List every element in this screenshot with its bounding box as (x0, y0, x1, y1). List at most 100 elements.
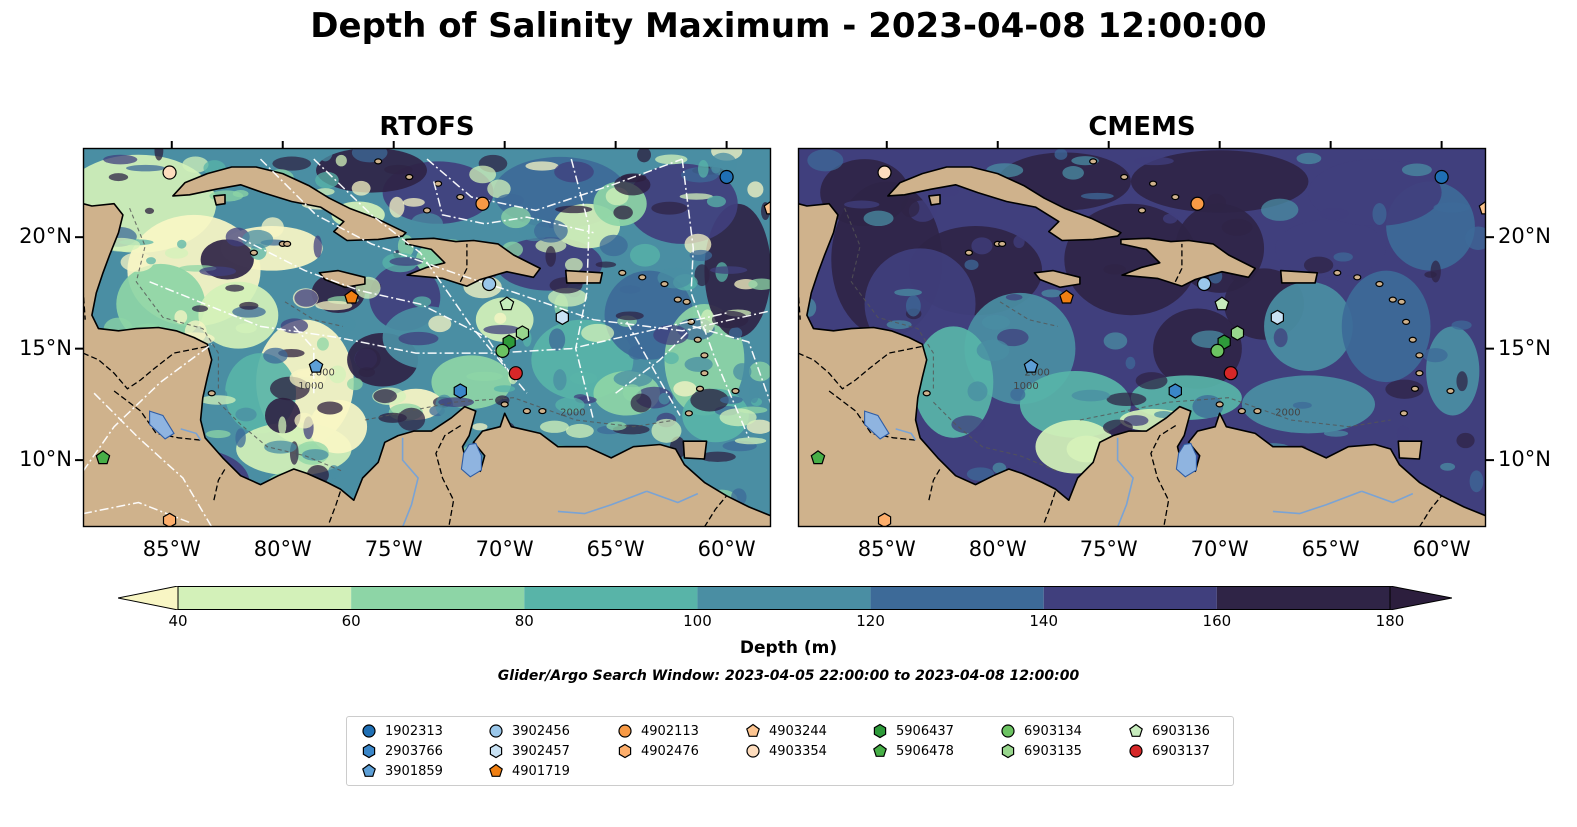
float-marker-6903137[interactable] (1223, 366, 1238, 381)
legend-label: 6903137 (1152, 743, 1210, 759)
legend-label: 6903136 (1152, 723, 1210, 739)
map-panel-rtofs[interactable]: 1000 2000 2000 (75, 141, 772, 528)
pentagon-marker-icon (362, 763, 376, 777)
lon-tick-label: 60°W (1412, 537, 1471, 561)
lon-tick-label: 80°W (968, 537, 1027, 561)
legend-label: 4902476 (641, 743, 699, 759)
lon-tick-label: 75°W (364, 537, 423, 561)
circle-marker-icon (1129, 744, 1143, 758)
hexagon-marker-icon (362, 743, 376, 759)
colorbar-bin (1043, 586, 1217, 610)
float-marker-4901719[interactable] (1059, 289, 1074, 304)
pentagon-marker-icon (873, 743, 887, 757)
circle-marker-icon (746, 744, 760, 758)
legend-label: 4903244 (769, 723, 827, 739)
colorbar-bin (1216, 586, 1390, 610)
colorbar-tick-label: 60 (341, 612, 361, 630)
legend-item-6903134: 6903134 (1000, 721, 1082, 741)
float-marker-4903244[interactable] (1478, 200, 1492, 215)
lon-tick-label: 85°W (857, 537, 916, 561)
legend-item-5906437: 5906437 (872, 721, 954, 741)
float-marker-6903136[interactable] (499, 296, 515, 311)
colorbar-tick-label: 180 (1375, 612, 1405, 630)
float-marker-4902113[interactable] (1190, 196, 1205, 211)
float-marker-4903244[interactable] (763, 200, 777, 215)
hexagon-marker-icon (489, 743, 503, 759)
legend-item-3901859: 3901859 (361, 761, 443, 781)
float-marker-3901859[interactable] (1023, 358, 1039, 373)
colorbar-tick-label: 160 (1202, 612, 1232, 630)
float-marker-3901859[interactable] (308, 358, 324, 373)
lat-tick-label-left: 10°N (19, 447, 72, 472)
panel-title-cmems: CMEMS (1088, 112, 1196, 142)
float-marker-4902476[interactable] (162, 512, 177, 527)
float-marker-1902313[interactable] (1434, 169, 1449, 185)
float-marker-6903137[interactable] (508, 366, 523, 381)
float-marker-4903354[interactable] (877, 165, 892, 180)
lon-tick-label: 85°W (142, 537, 201, 561)
colorbar-tick-label: 100 (683, 612, 712, 630)
legend-label: 2903766 (385, 743, 443, 759)
legend-item-6903137: 6903137 (1128, 741, 1210, 761)
colorbar-bin (524, 586, 698, 610)
float-marker-3902457[interactable] (1270, 309, 1284, 326)
float-marker-6903136[interactable] (1214, 296, 1230, 311)
float-marker-4902476[interactable] (877, 512, 892, 527)
lat-tick-label-right: 20°N (1498, 224, 1551, 249)
legend-item-4902113: 4902113 (617, 721, 699, 741)
circle-marker-icon (1001, 724, 1015, 738)
float-marker-1902313[interactable] (719, 169, 734, 185)
colorbar-bin (697, 586, 871, 610)
legend-item-2903766: 2903766 (361, 741, 443, 761)
legend-label: 3902456 (512, 723, 570, 739)
legend-item-1902313: 1902313 (361, 721, 443, 741)
circle-marker-icon (489, 724, 503, 738)
lon-tick-label: 70°W (475, 537, 534, 561)
float-marker-4901719[interactable] (344, 289, 359, 304)
circle-marker-icon (362, 724, 376, 738)
float-marker-6903134[interactable] (1210, 343, 1225, 358)
colorbar (118, 586, 1452, 610)
float-marker-3902456[interactable] (1197, 276, 1212, 292)
float-marker-3902456[interactable] (482, 276, 497, 292)
legend-item-4901719: 4901719 (488, 761, 570, 781)
hexagon-marker-icon (618, 743, 632, 759)
contour-label: 1000 (298, 381, 323, 392)
colorbar-tick-label: 140 (1029, 612, 1059, 630)
lat-tick-label-right: 15°N (1498, 335, 1551, 360)
legend-label: 6903134 (1024, 723, 1082, 739)
legend-item-3902456: 3902456 (488, 721, 570, 741)
colorbar-bin (870, 586, 1044, 610)
legend-label: 6903135 (1024, 743, 1082, 759)
lat-tick-label-right: 10°N (1498, 447, 1551, 472)
legend-label: 3902457 (512, 743, 570, 759)
float-marker-5906478[interactable] (95, 450, 111, 465)
legend-label: 1902313 (385, 723, 443, 739)
float-marker-4903354[interactable] (162, 165, 177, 180)
legend-label: 3901859 (385, 763, 443, 779)
float-marker-6903134[interactable] (495, 343, 510, 358)
colorbar-bin (178, 586, 352, 610)
colorbar-bin (351, 586, 525, 610)
pentagon-marker-icon (746, 723, 760, 737)
contour-label: 2000 (309, 367, 334, 378)
float-marker-2903766[interactable] (1168, 383, 1182, 399)
legend-item-5906478: 5906478 (872, 741, 954, 761)
float-marker-4902113[interactable] (475, 196, 490, 211)
pentagon-marker-icon (1129, 723, 1143, 737)
float-marker-3902457[interactable] (555, 309, 569, 326)
float-marker-6903135[interactable] (515, 325, 530, 341)
float-marker-6903135[interactable] (1230, 325, 1245, 341)
float-marker-5906478[interactable] (810, 450, 826, 465)
panel-title-rtofs: RTOFS (379, 112, 475, 142)
map-panel-cmems[interactable]: 1000 2000 2000 (797, 141, 1494, 528)
contour-label: 2000 (560, 408, 585, 419)
lat-tick-label-left: 15°N (19, 335, 72, 360)
legend-item-3902457: 3902457 (488, 741, 570, 761)
hexagon-marker-icon (1001, 743, 1015, 759)
float-marker-2903766[interactable] (453, 383, 467, 399)
float-legend: 1902313 2903766 3901859 3902456 3902457 49017… (346, 716, 1234, 786)
legend-item-6903135: 6903135 (1000, 741, 1082, 761)
lon-tick-label: 75°W (1079, 537, 1138, 561)
colorbar-label: Depth (m) (739, 638, 838, 658)
